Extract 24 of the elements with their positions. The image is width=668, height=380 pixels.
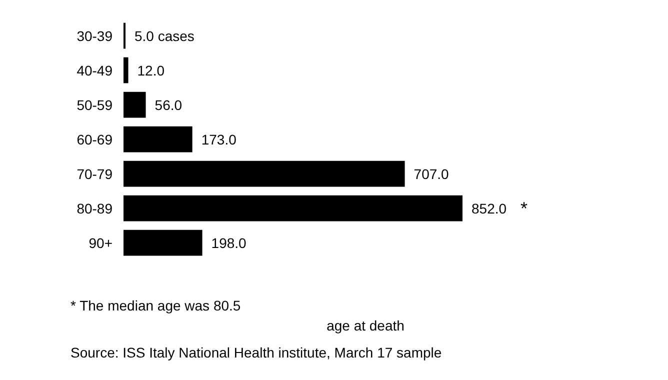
source-note: Source: ISS Italy National Health institute, March 17 sample [70, 344, 442, 360]
data-label: 173.0 [201, 131, 237, 148]
y-tick-label: 30-39 [76, 28, 113, 44]
x-axis-title: age at death [326, 318, 404, 334]
bar [124, 230, 202, 256]
y-tick-label: 80-89 [76, 200, 113, 216]
bar [124, 195, 462, 222]
y-tick-label: 40-49 [76, 62, 113, 78]
y-tick-label: 60-69 [76, 131, 113, 148]
text: * The median age was 80.5 [70, 298, 241, 314]
y-tick-label: 70-79 [76, 166, 113, 182]
data-label: 12.0 [137, 62, 165, 78]
data-label: 198.0 [211, 234, 247, 251]
data-label: 5.0 cases [134, 28, 194, 44]
data-label: 707.0 [414, 166, 450, 182]
bar [124, 57, 128, 84]
bar [124, 126, 192, 152]
text: * [520, 198, 528, 218]
bar [124, 160, 405, 187]
bar [124, 92, 146, 118]
data-label: 852.0 [472, 200, 507, 216]
y-tick-label: 50-59 [76, 96, 113, 113]
data-label: 56.0 [154, 96, 182, 113]
y-tick-label: 90+ [88, 234, 112, 251]
